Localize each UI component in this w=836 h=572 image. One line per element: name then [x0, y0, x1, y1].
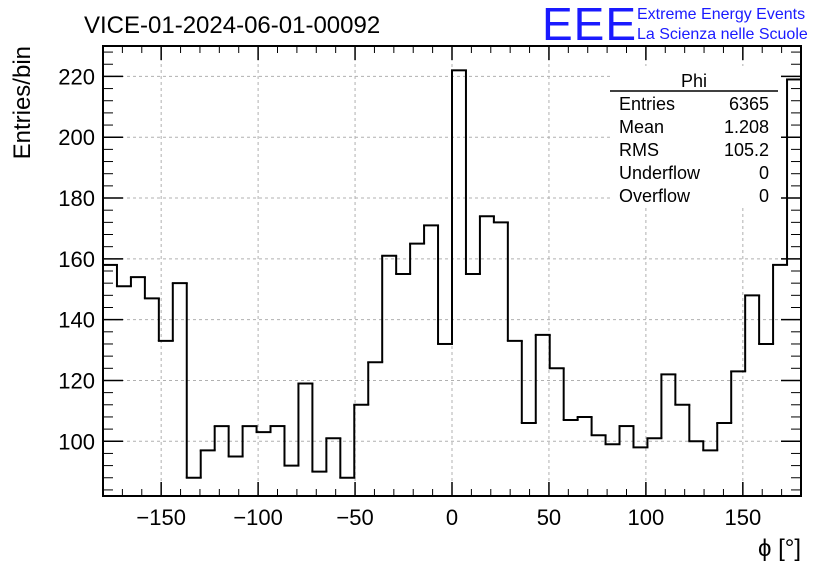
eee-logo: EEE Extreme Energy Events La Scienza nel…	[542, 0, 808, 50]
stats-label: Overflow	[619, 186, 691, 206]
y-tick-label: 160	[58, 247, 95, 272]
y-tick-label: 200	[58, 125, 95, 150]
stats-label: Mean	[619, 117, 664, 137]
stats-value: 1.208	[724, 117, 769, 137]
x-axis-title: ϕ [°]	[758, 535, 801, 562]
x-tick-label: 0	[446, 505, 458, 530]
x-tick-label: 50	[537, 505, 561, 530]
x-tick-label: −150	[136, 505, 186, 530]
stats-box: Phi Entries 6365 Mean 1.208 RMS 105.2 Underflo…	[610, 66, 778, 208]
y-tick-label: 140	[58, 308, 95, 333]
eee-logo-mark: EEE	[542, 0, 637, 50]
x-tick-label: 150	[724, 505, 761, 530]
x-axis-tick-labels: −150 −100 −50 0 50 100 150	[136, 505, 761, 530]
x-tick-label: −50	[336, 505, 373, 530]
eee-logo-line2: La Scienza nelle Scuole	[637, 26, 808, 43]
stats-box-title: Phi	[681, 71, 707, 91]
x-tick-label: −100	[233, 505, 283, 530]
axis-ticks	[103, 46, 801, 496]
chart-title: VICE-01-2024-06-01-00092	[84, 12, 380, 39]
stats-value: 0	[759, 163, 769, 183]
stats-label: Underflow	[619, 163, 701, 183]
eee-logo-line1: Extreme Energy Events	[637, 6, 805, 23]
y-tick-label: 180	[58, 186, 95, 211]
x-tick-label: 100	[628, 505, 665, 530]
histogram-series	[102, 69, 802, 479]
stats-label: RMS	[619, 140, 659, 160]
stats-value: 0	[759, 186, 769, 206]
stats-label: Entries	[619, 94, 675, 114]
y-axis-title: Entries/bin	[9, 46, 36, 159]
stats-value: 105.2	[724, 140, 769, 160]
y-tick-label: 220	[58, 64, 95, 89]
y-axis-tick-labels: 100 120 140 160 180 200 220	[58, 64, 95, 454]
y-tick-label: 100	[58, 429, 95, 454]
stats-value: 6365	[729, 94, 769, 114]
y-tick-label: 120	[58, 368, 95, 393]
